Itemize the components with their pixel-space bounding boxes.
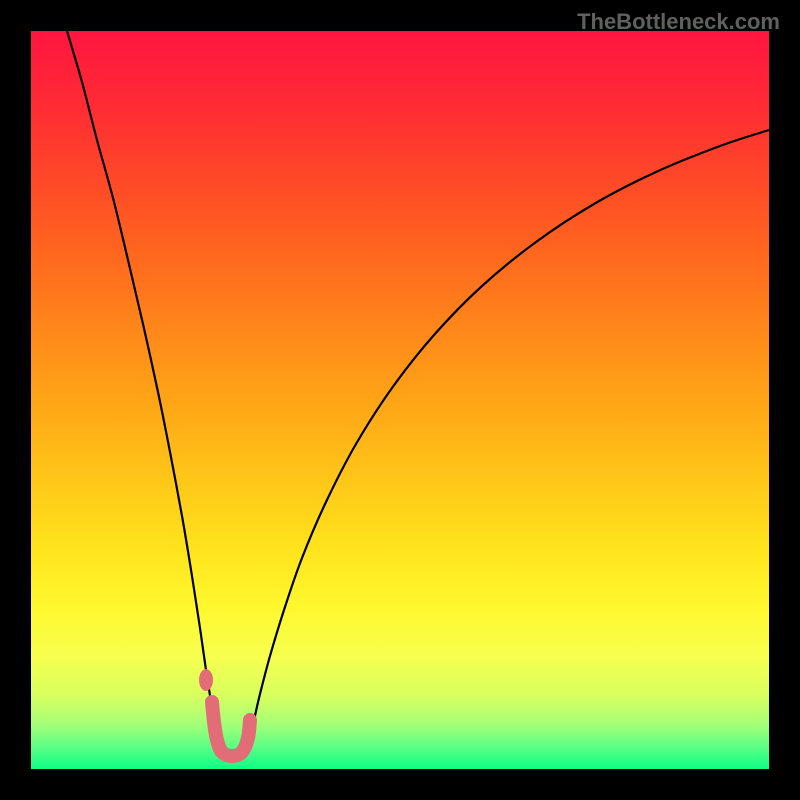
watermark-text: TheBottleneck.com	[577, 9, 780, 35]
chart-container: TheBottleneck.com	[0, 0, 800, 800]
plot-gradient-area	[31, 31, 769, 769]
